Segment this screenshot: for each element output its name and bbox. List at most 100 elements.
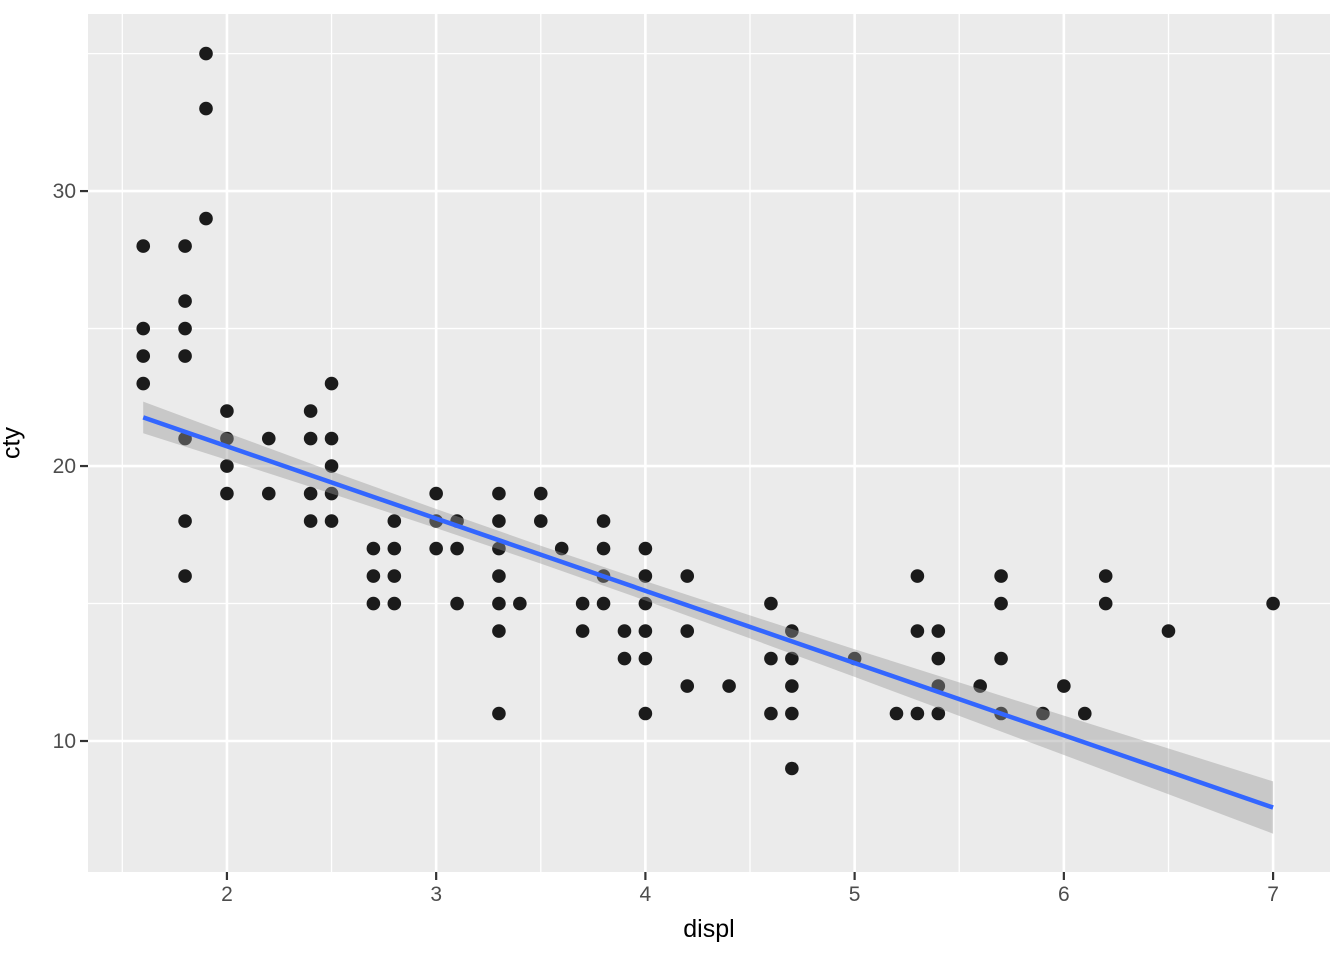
data-point — [533, 514, 548, 528]
y-tick-label: 30 — [53, 180, 76, 203]
x-axis-title-text: displ — [683, 915, 735, 943]
x-tick-label: 6 — [1058, 883, 1070, 906]
x-tick-label: 3 — [430, 883, 442, 906]
data-point — [1098, 569, 1113, 583]
data-point — [785, 624, 799, 638]
data-point — [492, 706, 506, 721]
data-point — [199, 46, 213, 61]
data-point — [178, 349, 192, 363]
data-point — [638, 596, 653, 611]
data-point — [303, 431, 318, 446]
data-point — [931, 624, 946, 638]
data-point — [1161, 624, 1176, 638]
data-point — [387, 596, 402, 611]
data-point — [973, 679, 987, 693]
data-point — [220, 486, 234, 501]
x-tick-label: 2 — [221, 883, 233, 906]
data-point — [994, 569, 1008, 583]
data-point — [303, 486, 318, 501]
data-point — [303, 514, 318, 528]
data-point — [387, 514, 402, 528]
data-point — [575, 596, 590, 611]
data-point — [889, 706, 904, 721]
data-point — [910, 706, 925, 721]
data-point — [910, 624, 925, 638]
data-point — [136, 376, 151, 391]
data-point — [1036, 706, 1050, 721]
data-point — [324, 459, 339, 473]
data-point — [1077, 706, 1092, 721]
data-point — [764, 651, 778, 666]
data-point — [324, 514, 339, 528]
data-point — [492, 624, 506, 638]
data-point — [199, 211, 213, 226]
data-point — [220, 404, 234, 418]
data-point — [722, 679, 736, 693]
x-tick-label: 5 — [849, 883, 861, 906]
data-point — [617, 651, 632, 666]
data-point — [638, 651, 653, 666]
data-point — [199, 101, 213, 116]
data-point — [220, 431, 234, 446]
data-point — [178, 569, 192, 583]
data-point — [1266, 596, 1280, 611]
data-point — [387, 569, 402, 583]
data-point — [1098, 596, 1113, 611]
data-point — [533, 486, 548, 501]
data-point — [492, 486, 506, 501]
data-point — [617, 624, 632, 638]
data-point — [136, 239, 151, 253]
data-point — [450, 596, 464, 611]
data-point — [638, 624, 653, 638]
data-point — [513, 596, 527, 611]
data-point — [261, 486, 276, 501]
x-axis-title: displ — [0, 917, 1344, 942]
data-point — [178, 239, 192, 253]
plot-panel — [88, 14, 1330, 872]
data-point — [324, 431, 339, 446]
y-axis-title: cty — [0, 427, 26, 459]
data-point — [994, 651, 1008, 666]
data-point — [910, 569, 925, 583]
data-point — [931, 706, 946, 721]
data-point — [324, 376, 339, 391]
data-point — [178, 514, 192, 528]
data-point — [303, 404, 318, 418]
data-point — [994, 596, 1008, 611]
x-tick-label: 7 — [1267, 883, 1279, 906]
data-point — [136, 321, 151, 336]
data-point — [429, 486, 443, 501]
data-point — [575, 624, 590, 638]
data-point — [680, 624, 695, 638]
data-point — [785, 679, 799, 693]
data-point — [638, 541, 653, 556]
data-point — [680, 679, 695, 693]
y-tick-label: 20 — [53, 455, 76, 478]
data-point — [450, 541, 464, 556]
data-point — [220, 459, 234, 473]
data-point — [554, 541, 569, 556]
data-point — [366, 541, 381, 556]
data-point — [1057, 679, 1071, 693]
data-point — [366, 569, 381, 583]
data-point — [931, 651, 946, 666]
data-point — [785, 706, 799, 721]
data-point — [492, 569, 506, 583]
data-point — [136, 349, 151, 363]
data-point — [492, 514, 506, 528]
data-point — [785, 651, 799, 666]
data-point — [638, 569, 653, 583]
data-point — [387, 541, 402, 556]
data-point — [324, 486, 339, 501]
y-tick-label: 10 — [53, 730, 76, 753]
data-point — [178, 294, 192, 308]
data-point — [785, 761, 799, 776]
data-point — [366, 596, 381, 611]
data-point — [638, 706, 653, 721]
data-point — [492, 596, 506, 611]
x-tick-label: 4 — [640, 883, 652, 906]
confidence-ribbon — [143, 401, 1274, 834]
data-point — [764, 706, 778, 721]
